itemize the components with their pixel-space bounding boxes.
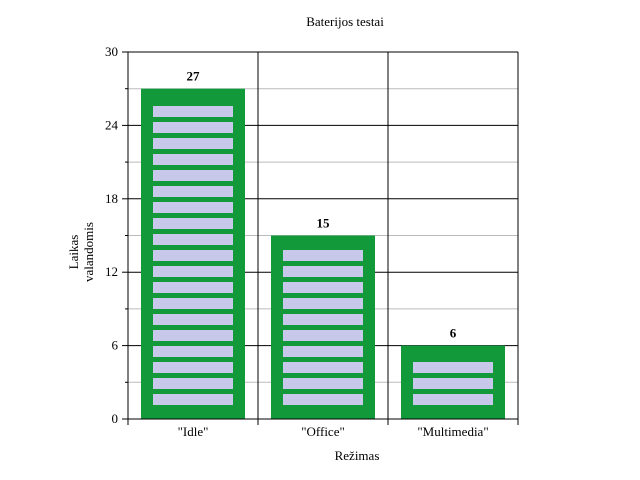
- bar-stripe: [153, 170, 233, 181]
- y-axis: 0 6 12 18 24 30: [105, 44, 129, 426]
- x-tick-label: "Office": [301, 424, 345, 439]
- bars: 27 15 6: [141, 69, 505, 419]
- bar-stripe: [153, 394, 233, 405]
- bar-group: 6: [401, 326, 505, 419]
- bar-stripe: [413, 394, 493, 405]
- bar-stripe: [153, 218, 233, 229]
- x-tick-label: "Idle": [178, 424, 209, 439]
- bar-stripe: [153, 346, 233, 357]
- bar-stripe: [283, 346, 363, 357]
- y-tick-label: 0: [112, 411, 119, 426]
- bar-stripe: [153, 106, 233, 117]
- bar-stripe: [153, 378, 233, 389]
- bar-stripe: [283, 282, 363, 293]
- bar-stripe: [283, 330, 363, 341]
- bar-stripe: [153, 186, 233, 197]
- bar-stripe: [283, 266, 363, 277]
- bar-stripe: [283, 250, 363, 261]
- bar-stripe: [153, 154, 233, 165]
- bar-stripe: [153, 314, 233, 325]
- bar-value-label: 27: [187, 69, 201, 84]
- bar-stripe: [153, 138, 233, 149]
- bar-stripe: [153, 266, 233, 277]
- bar-stripe: [283, 314, 363, 325]
- y-tick-label: 24: [105, 117, 119, 132]
- bar-stripe: [153, 330, 233, 341]
- bar-stripe: [153, 282, 233, 293]
- bar-stripe: [153, 362, 233, 373]
- x-axis-label: Režimas: [335, 448, 380, 463]
- bar-group: 15: [271, 216, 375, 419]
- bar-stripe: [413, 362, 493, 373]
- y-tick-label: 30: [105, 44, 118, 59]
- bar: [271, 235, 375, 419]
- bar-value-label: 15: [317, 216, 331, 231]
- bar-stripe: [153, 122, 233, 133]
- bar-stripe: [413, 378, 493, 389]
- y-axis-label-line-1: Laikas: [66, 235, 81, 270]
- bar-stripe: [283, 378, 363, 389]
- bar-group: 27: [141, 69, 245, 419]
- y-axis-label-line-2: valandomis: [81, 222, 96, 282]
- chart-title: Baterijos testai: [306, 14, 384, 29]
- bar-stripe: [153, 298, 233, 309]
- bar-stripe: [153, 250, 233, 261]
- y-tick-label: 6: [112, 338, 119, 353]
- x-axis: "Idle" "Office" "Multimedia": [128, 418, 519, 439]
- bar-stripe: [153, 234, 233, 245]
- x-tick-label: "Multimedia": [417, 424, 488, 439]
- y-tick-label: 12: [105, 264, 118, 279]
- bar-stripe: [283, 298, 363, 309]
- bar-stripe: [153, 202, 233, 213]
- bar-value-label: 6: [450, 326, 457, 341]
- bar-stripe: [283, 394, 363, 405]
- y-tick-label: 18: [105, 191, 118, 206]
- bar-stripe: [283, 362, 363, 373]
